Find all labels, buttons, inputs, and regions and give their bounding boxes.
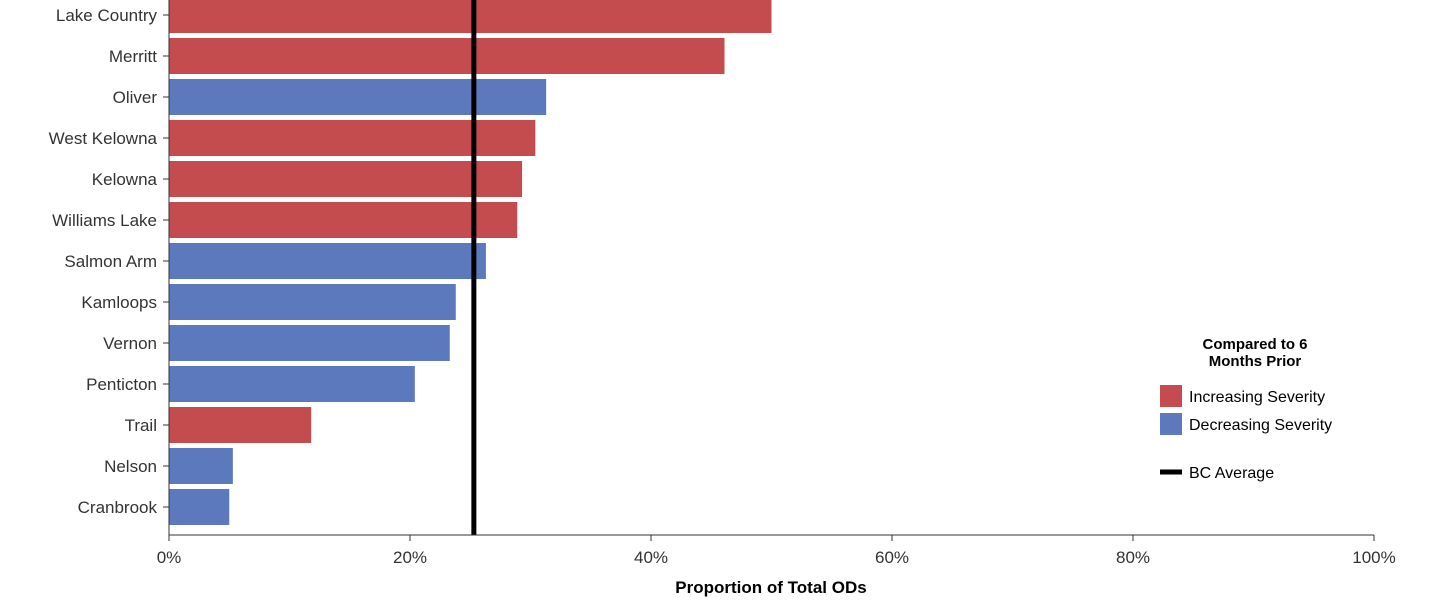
y-tick-label-penticton: Penticton [86, 375, 157, 394]
bar-trail [169, 407, 312, 443]
y-tick-label-merritt: Merritt [109, 47, 157, 66]
bar-penticton [169, 366, 415, 402]
bars-group [169, 0, 772, 525]
bar-merritt [169, 38, 725, 74]
legend-title-line: Months Prior [1209, 353, 1302, 370]
legend-label-bc-average: BC Average [1189, 465, 1274, 482]
bar-williams-lake [169, 202, 518, 238]
y-tick-label-kelowna: Kelowna [92, 170, 158, 189]
x-tick-label-0: 0% [157, 548, 182, 567]
x-axis: 0% 20% 40% 60% 80% 100% [157, 534, 1396, 567]
bar-west-kelowna [169, 120, 536, 156]
y-tick-label-kamloops: Kamloops [81, 293, 157, 312]
y-tick-label-salmon-arm: Salmon Arm [64, 252, 157, 271]
y-axis: Lake Country Merritt Oliver West Kelowna Kel… [49, 0, 170, 535]
y-tick-label-trail: Trail [125, 416, 157, 435]
bar-oliver [169, 79, 547, 115]
y-tick-label-nelson: Nelson [104, 457, 157, 476]
x-axis-title: Proportion of Total ODs [675, 578, 866, 597]
y-tick-label-vernon: Vernon [103, 334, 157, 353]
y-tick-label-cranbrook: Cranbrook [78, 498, 158, 517]
x-tick-label-60: 60% [875, 548, 909, 567]
legend-swatch-decreasing [1160, 413, 1182, 435]
x-tick-label-100: 100% [1352, 548, 1395, 567]
legend-title-line: Compared to 6 [1202, 336, 1307, 353]
legend-label-decreasing: Decreasing Severity [1189, 417, 1332, 434]
bar-salmon-arm [169, 243, 486, 279]
y-tick-label-west-kelowna: West Kelowna [49, 129, 158, 148]
y-tick-label-oliver: Oliver [113, 88, 158, 107]
bar-cranbrook [169, 489, 230, 525]
legend-swatch-increasing [1160, 385, 1182, 407]
x-tick-label-40: 40% [634, 548, 668, 567]
bar-lake-country [169, 0, 772, 33]
bar-kamloops [169, 284, 456, 320]
bar-vernon [169, 325, 450, 361]
bar-kelowna [169, 161, 523, 197]
y-tick-label-williams-lake: Williams Lake [52, 211, 157, 230]
bar-nelson [169, 448, 233, 484]
y-tick-label-lake-country: Lake Country [56, 6, 158, 25]
legend-label-increasing: Increasing Severity [1189, 389, 1325, 406]
x-tick-label-80: 80% [1116, 548, 1150, 567]
x-tick-label-20: 20% [393, 548, 427, 567]
